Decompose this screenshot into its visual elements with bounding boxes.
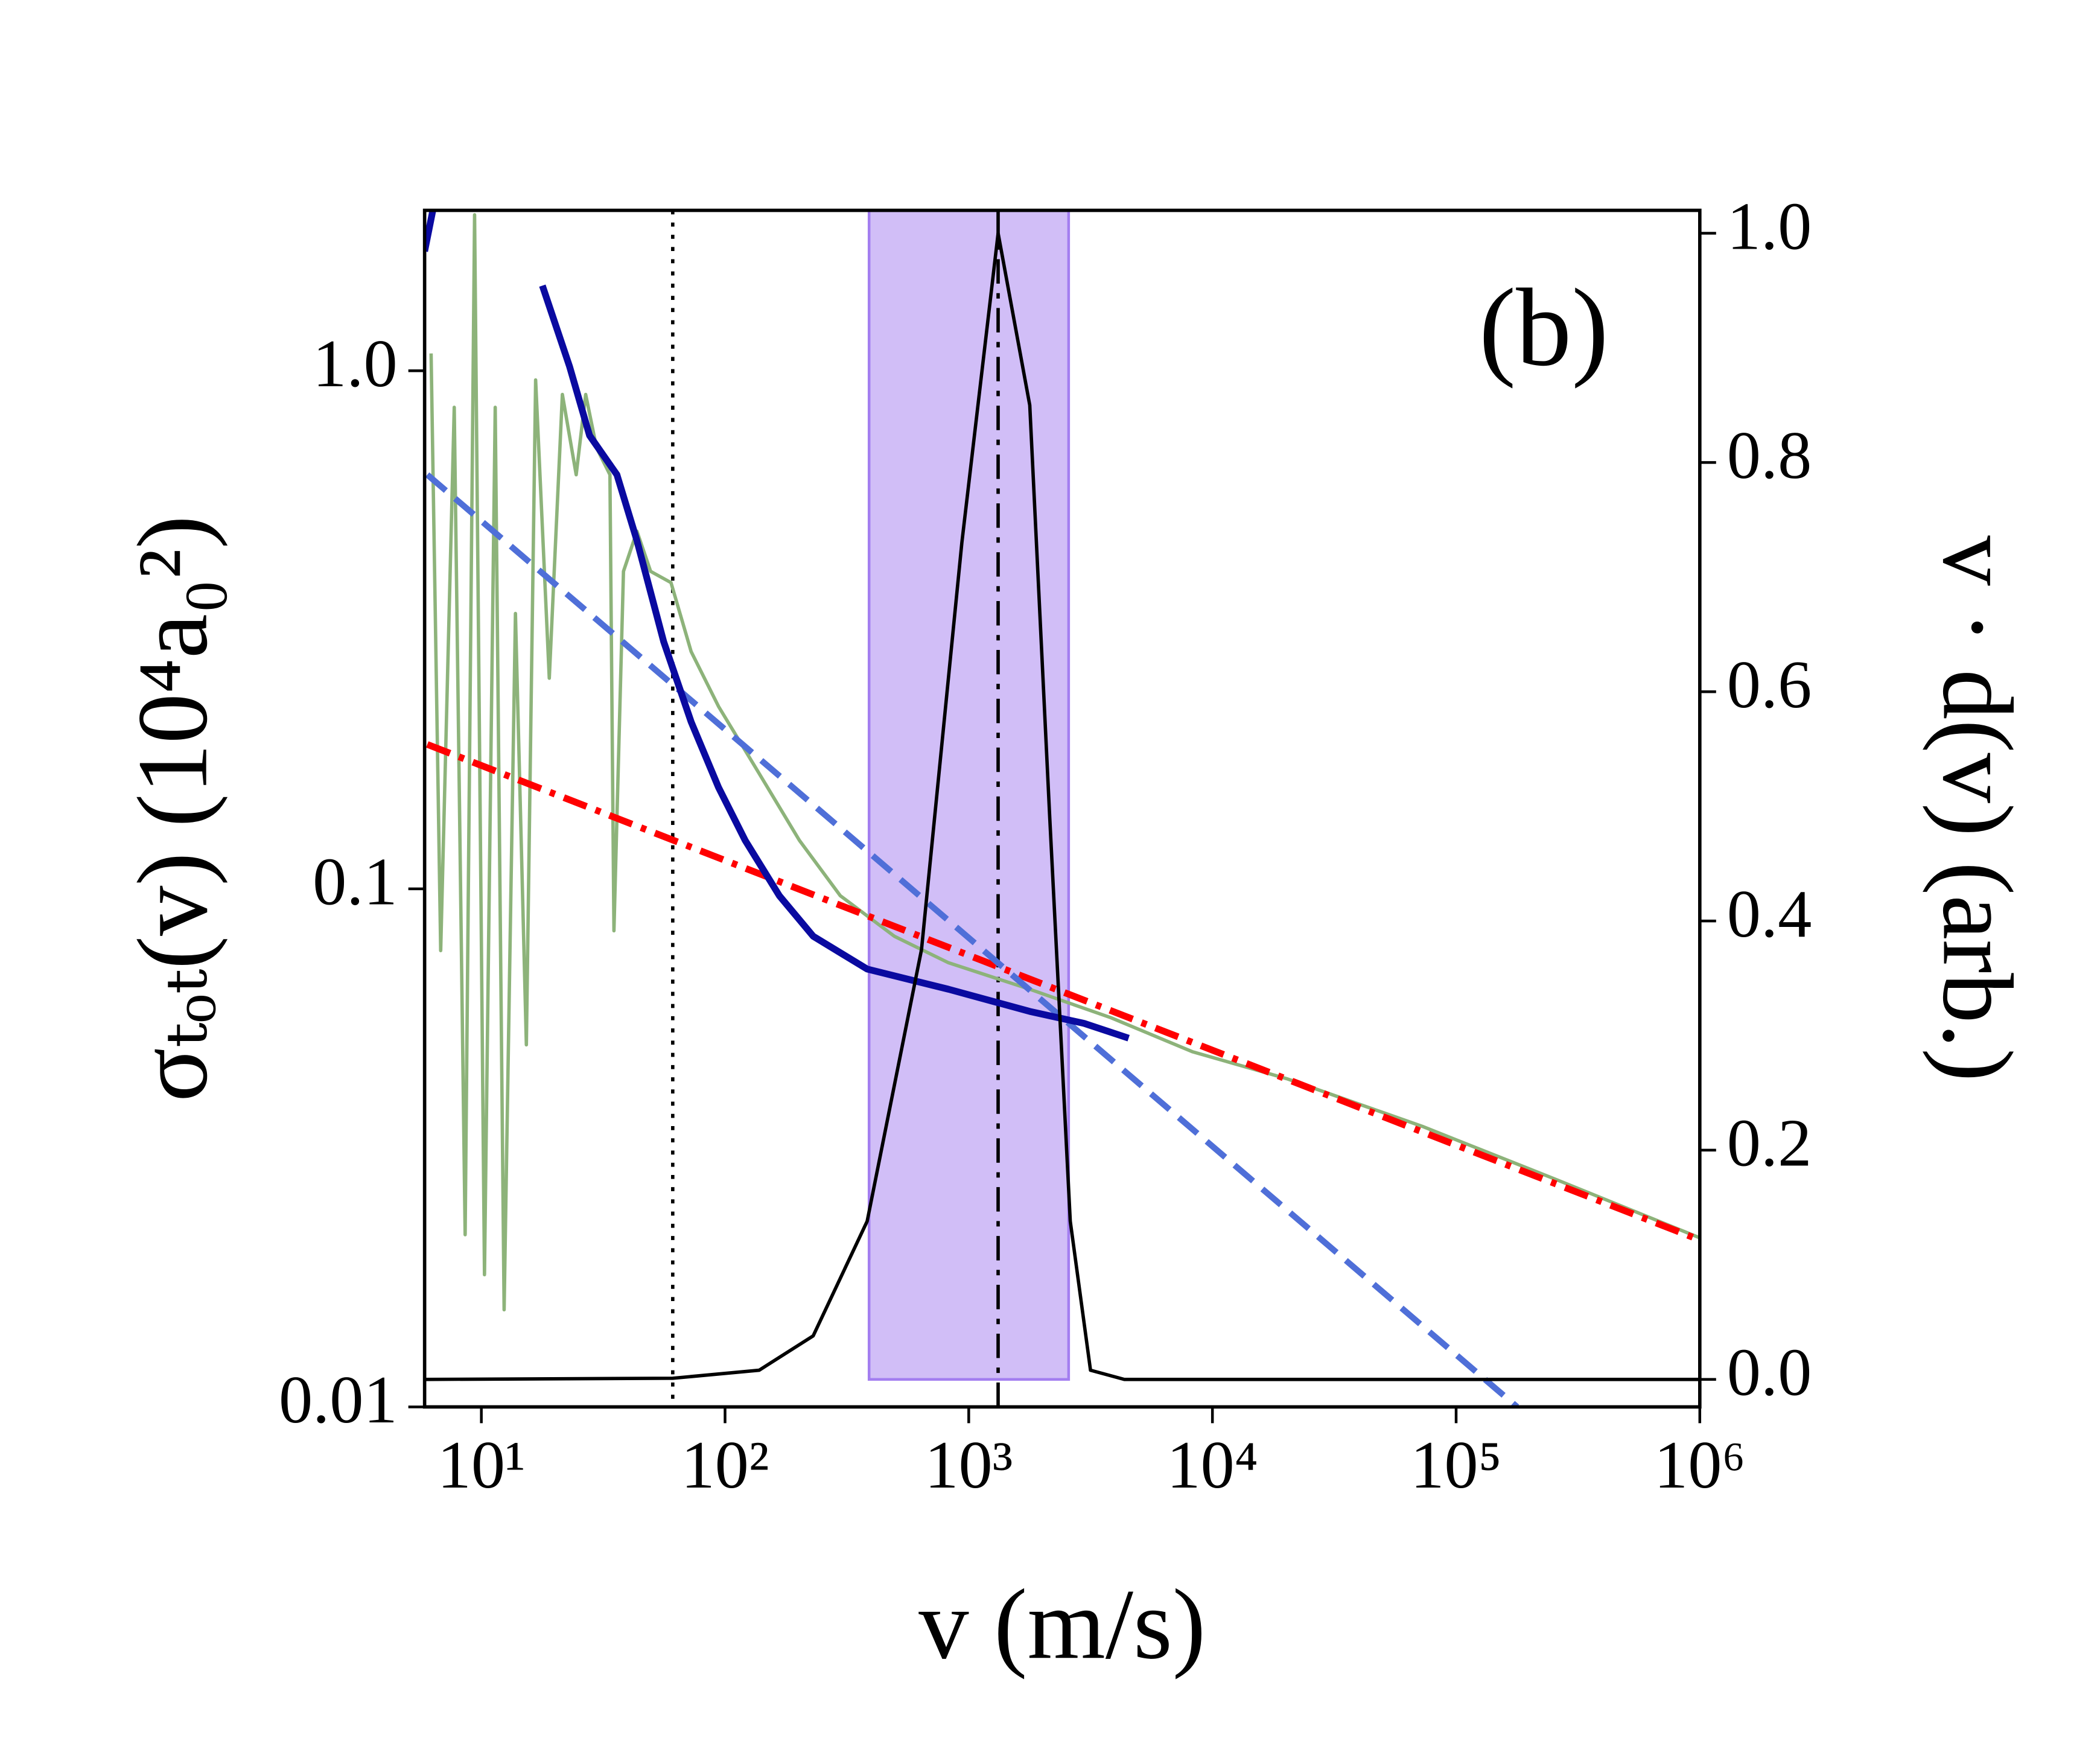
x-tick-label: 10¹ <box>438 1428 526 1503</box>
x-tick-label: 10⁶ <box>1654 1428 1746 1503</box>
y2-axis-label: v · d(v) (arb.) <box>1923 535 2034 1081</box>
series-line <box>424 231 1700 1381</box>
y2-tick-label: 0.0 <box>1727 1335 1812 1410</box>
y2-tick-label: 1.0 <box>1727 189 1812 264</box>
velocity-span <box>867 210 1071 1381</box>
y-tick-label: 0.1 <box>313 845 398 920</box>
plot-area <box>424 210 1700 1407</box>
y-tick-label: 0.01 <box>279 1363 398 1437</box>
annotation: (b) <box>1479 266 1609 389</box>
y-tick-label: 1.0 <box>313 326 398 401</box>
x-tick-label: 10² <box>681 1428 769 1503</box>
axes-frame <box>422 208 1702 1409</box>
y2-tick-label: 0.2 <box>1727 1106 1812 1181</box>
x-tick-label: 10⁴ <box>1166 1428 1258 1503</box>
x-axis-label: v (m/s) <box>918 1568 1206 1679</box>
series-line <box>426 741 1700 1243</box>
series-line <box>429 213 1700 1312</box>
y2-tick-label: 0.8 <box>1727 418 1812 493</box>
y-axis-label: σₜₒₜ(v) (10⁴a₀²) <box>117 515 228 1102</box>
y2-tick-label: 0.6 <box>1727 648 1812 722</box>
x-tick-label: 10⁵ <box>1410 1428 1502 1503</box>
y2-tick-label: 0.4 <box>1727 877 1812 952</box>
x-tick-label: 10³ <box>924 1428 1013 1503</box>
series-line <box>425 472 1519 1407</box>
